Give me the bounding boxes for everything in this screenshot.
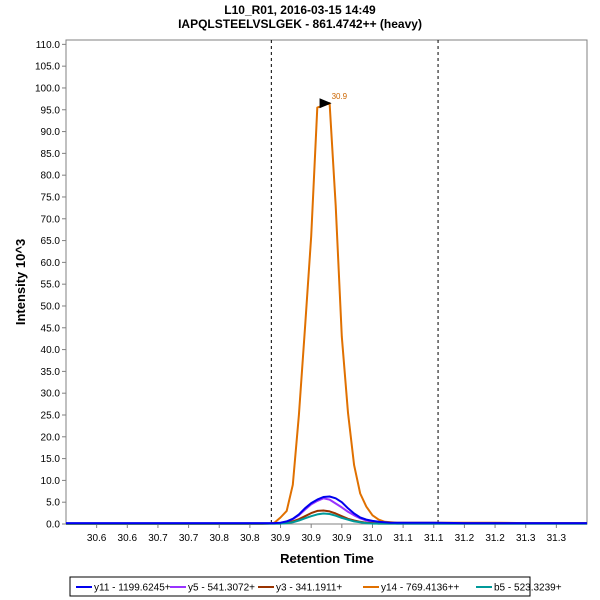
chart-title: L10_R01, 2016-03-15 14:49 [224, 3, 376, 17]
x-tick-label: 30.9 [301, 533, 321, 544]
x-axis-title: Retention Time [280, 551, 374, 566]
x-tick-label: 30.9 [332, 533, 352, 544]
x-tick-label: 30.7 [179, 533, 199, 544]
x-tick-label: 31.0 [363, 533, 383, 544]
x-tick-label: 30.6 [87, 533, 107, 544]
legend-label: y14 - 769.4136++ [381, 583, 460, 594]
y-tick-label: 30.0 [41, 389, 61, 400]
legend-label: y5 - 541.3072+ [188, 583, 255, 594]
y-tick-label: 110.0 [36, 40, 61, 51]
y-tick-label: 25.0 [41, 410, 61, 421]
legend-label: y3 - 341.1911+ [276, 583, 342, 594]
plot-area [65, 39, 588, 525]
y-tick-label: 105.0 [35, 62, 60, 73]
series-layer [66, 102, 587, 525]
y-tick-label: 60.0 [41, 258, 61, 269]
y-tick-label: 50.0 [41, 301, 61, 312]
y-tick-label: 80.0 [41, 171, 61, 182]
y-tick-label: 95.0 [41, 105, 61, 116]
x-tick-label: 30.8 [210, 533, 230, 544]
x-tick-label: 30.7 [148, 533, 168, 544]
y-tick-label: 10.0 [41, 476, 61, 487]
x-tick-label: 31.3 [516, 533, 536, 544]
y-tick-label: 45.0 [41, 323, 61, 334]
x-tick-label: 30.9 [271, 533, 291, 544]
x-tick-label: 30.6 [118, 533, 138, 544]
x-tick-label: 31.1 [393, 533, 413, 544]
y-tick-label: 35.0 [41, 367, 61, 378]
y-tick-label: 40.0 [41, 345, 61, 356]
x-tick-label: 31.2 [485, 533, 505, 544]
y-tick-label: 100.0 [35, 83, 60, 94]
y-tick-label: 20.0 [41, 432, 61, 443]
y-tick-label: 70.0 [41, 214, 61, 225]
legend-box [69, 576, 531, 597]
legend-label: y11 - 1199.6245+ [94, 583, 171, 594]
y-tick-label: 55.0 [41, 280, 61, 291]
annotation-layer: 30.9 [319, 92, 348, 109]
y-tick-label: 90.0 [41, 127, 61, 138]
peak-label: 30.9 [332, 92, 348, 101]
peak-boundaries [270, 40, 439, 524]
y-tick-label: 0.0 [46, 520, 60, 531]
x-tick-label: 31.3 [547, 533, 567, 544]
chart-subtitle: IAPQLSTEELVSLGEK - 861.4742++ (heavy) [178, 17, 422, 31]
peak-marker [319, 98, 332, 109]
y-tick-label: 75.0 [41, 192, 61, 203]
x-tick-label: 31.1 [424, 533, 444, 544]
legend-label: b5 - 523.3239+ [494, 583, 562, 594]
y-tick-label: 5.0 [46, 498, 60, 509]
x-tick-label: 31.2 [455, 533, 475, 544]
y-axis-title: Intensity 10^3 [13, 239, 28, 325]
series-line [66, 495, 587, 525]
x-tick-label: 30.8 [240, 533, 260, 544]
tick-layer: 0.0 5.0 10.0 15.0 20.0 25.0 30.0 35.0 40.0 45.0 50… [35, 40, 567, 544]
legend: y11 - 1199.6245+ y5 - 541.3072+ y3 - 341.1… [76, 583, 562, 594]
y-tick-label: 15.0 [41, 454, 61, 465]
y-tick-label: 65.0 [41, 236, 61, 247]
y-tick-label: 85.0 [41, 149, 61, 160]
